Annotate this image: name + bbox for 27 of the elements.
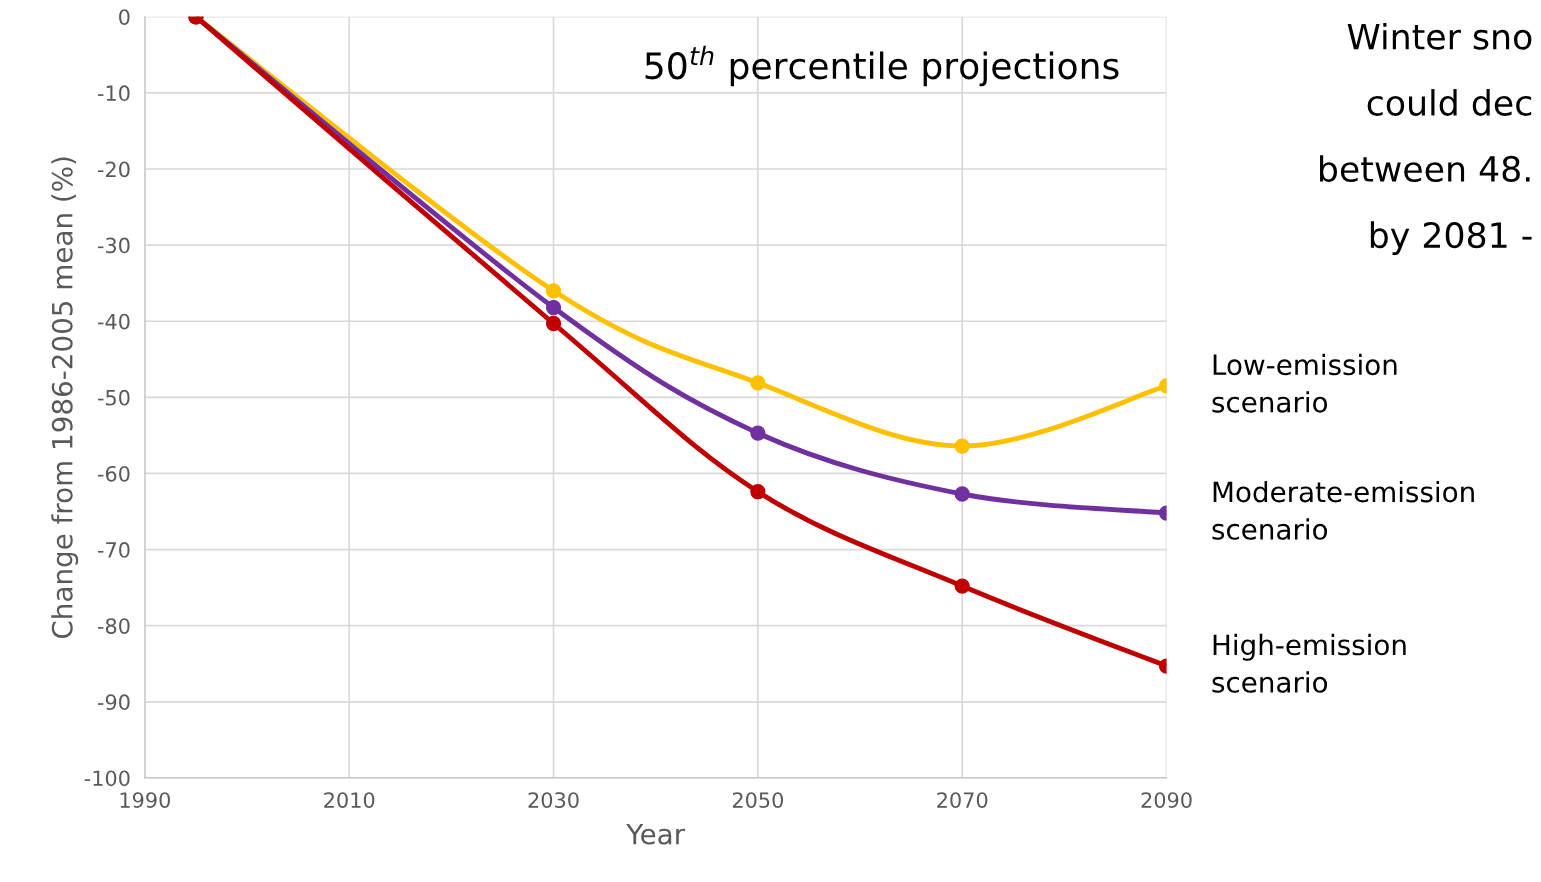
y-tick-label: -10 <box>97 85 130 102</box>
y-axis-title: Change from 1986-2005 mean (%) <box>51 157 79 639</box>
y-tick-label: 0 <box>119 9 130 25</box>
x-tick-label: 1990 <box>120 792 170 808</box>
y-tick-label: -20 <box>97 161 130 178</box>
y-tick-label: -90 <box>97 694 130 711</box>
x-tick-label: 2050 <box>732 792 783 808</box>
x-tick-label: 2070 <box>937 792 988 808</box>
x-axis-title: Year <box>626 823 686 845</box>
y-tick-label: -70 <box>97 542 130 558</box>
series-label: High-emission scenario <box>1212 633 1406 693</box>
text: 50$^{th}$ percentile projections <box>645 45 1119 87</box>
y-tick-label: -80 <box>97 618 130 634</box>
text: Winter sno <box>1347 22 1532 50</box>
y-tick-label: -30 <box>97 237 130 254</box>
text: could dec <box>1367 89 1532 116</box>
text: by 2081 - <box>1370 221 1532 255</box>
series-label: Low-emission scenario <box>1212 353 1397 413</box>
series-label: Moderate-emission scenario <box>1212 480 1474 540</box>
y-tick-label: -60 <box>97 465 130 482</box>
y-tick-label: -50 <box>97 389 130 406</box>
x-tick-label: 2010 <box>324 792 375 808</box>
text: between 48. <box>1320 155 1530 183</box>
y-tick-label: -40 <box>97 313 130 330</box>
y-tick-label: -100 <box>84 770 130 787</box>
x-tick-label: 2030 <box>528 792 579 808</box>
x-tick-label: 2090 <box>1141 792 1192 808</box>
